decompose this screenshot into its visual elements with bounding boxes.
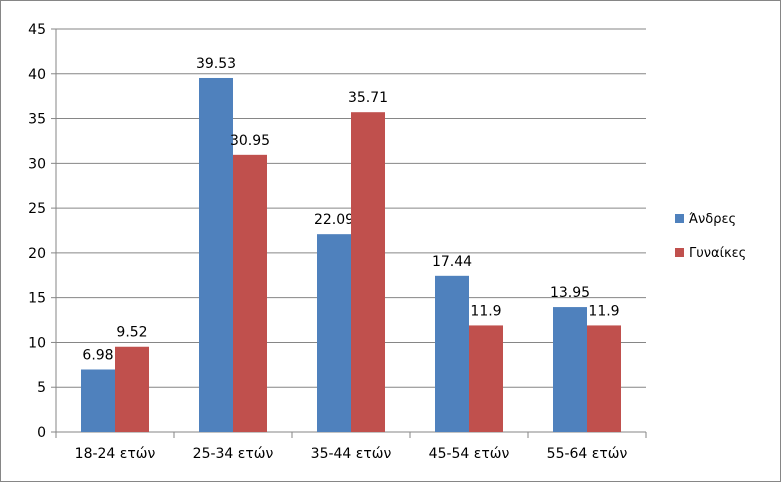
y-tick-label: 40 [28, 67, 46, 83]
legend-label: Γυναίκες [689, 246, 746, 261]
x-category-label: 35-44 ετών [311, 446, 392, 462]
y-tick-label: 10 [28, 335, 46, 351]
bar-women [587, 325, 621, 432]
data-label: 22.09 [314, 212, 354, 228]
y-tick-label: 0 [37, 425, 46, 441]
x-category-label: 25-34 ετών [193, 446, 274, 462]
bar-women [115, 346, 149, 432]
y-tick-label: 30 [28, 156, 46, 172]
y-tick-label: 20 [28, 246, 46, 262]
data-label: 30.95 [230, 133, 270, 149]
bar-women [233, 154, 267, 432]
bar-men [317, 234, 351, 432]
x-category-label: 18-24 ετών [75, 446, 156, 462]
data-label: 11.9 [470, 303, 501, 319]
data-label: 9.52 [116, 325, 147, 341]
y-tick-label: 5 [37, 380, 46, 396]
bar-men [81, 369, 115, 432]
bar-men [435, 275, 469, 432]
y-tick-label: 25 [28, 201, 46, 217]
bar-women [469, 325, 503, 432]
x-category-label: 45-54 ετών [429, 446, 510, 462]
legend-swatch [675, 248, 684, 257]
data-label: 6.98 [82, 347, 113, 363]
data-label: 35.71 [348, 90, 388, 106]
bar-women [351, 112, 385, 432]
bar-men [199, 77, 233, 433]
data-label: 17.44 [432, 254, 472, 270]
legend-label: Άνδρες [689, 212, 736, 227]
x-category-label: 55-64 ετών [547, 446, 628, 462]
data-label: 39.53 [196, 56, 236, 72]
y-tick-label: 35 [28, 112, 46, 128]
data-label: 13.95 [550, 285, 590, 301]
bar-men [553, 307, 587, 432]
y-tick-label: 15 [28, 291, 46, 307]
data-label: 11.9 [588, 303, 619, 319]
y-tick-label: 45 [28, 22, 46, 38]
legend-swatch [675, 214, 684, 223]
